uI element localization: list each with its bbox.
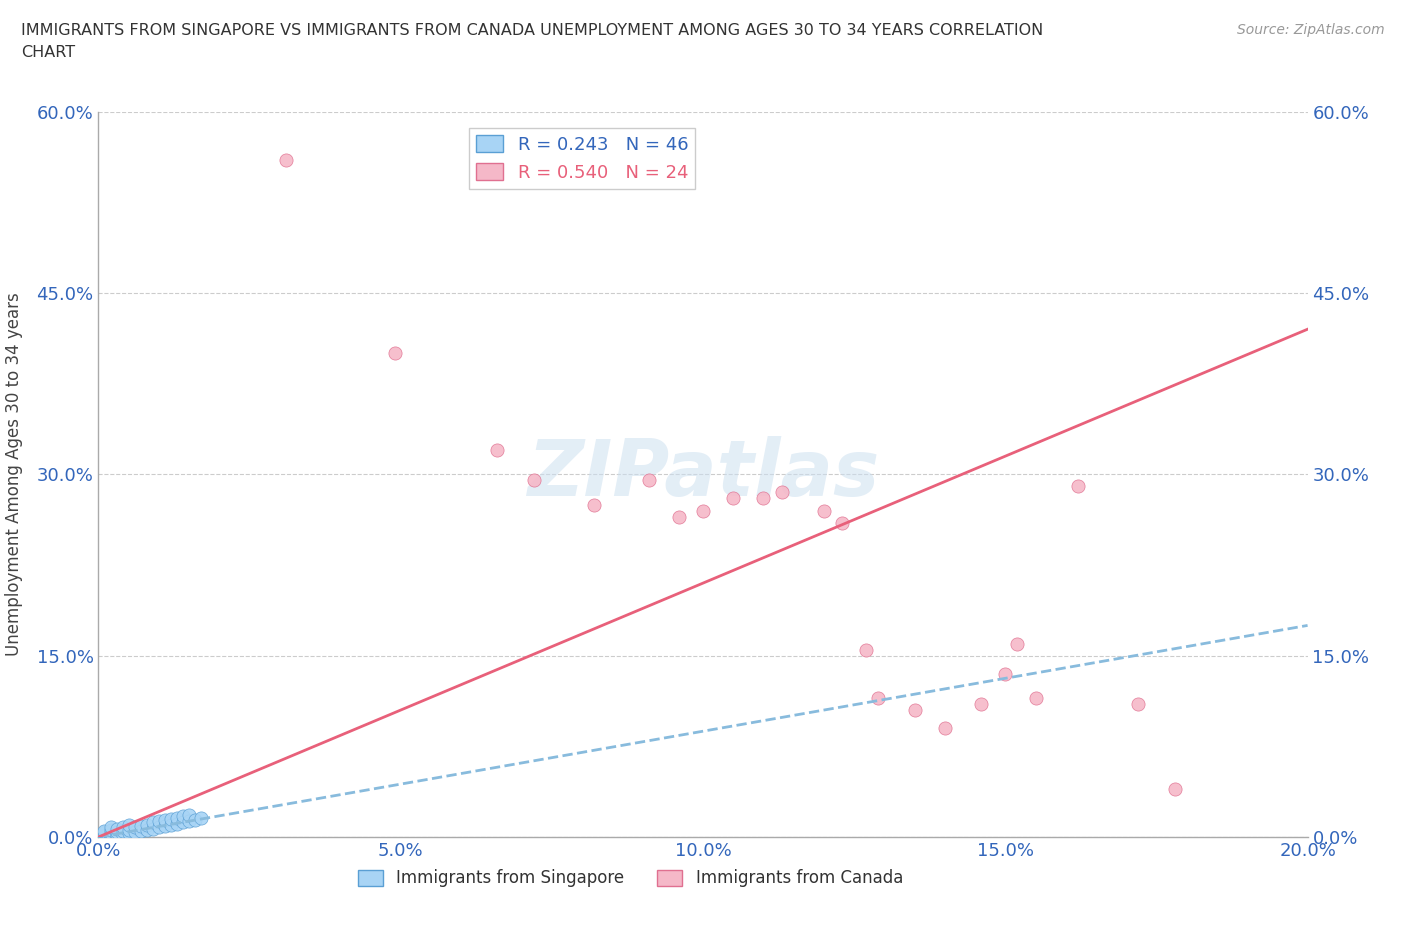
Point (129, 818, 152, 833)
Point (166, 817, 188, 831)
Point (87, 829, 110, 844)
Point (523, 473, 546, 488)
Point (868, 690, 890, 706)
Point (1024, 690, 1046, 706)
Point (100, 830, 122, 844)
Point (105, 829, 128, 844)
Point (148, 814, 170, 829)
Point (583, 497, 606, 512)
Point (93, 830, 115, 844)
Point (111, 827, 134, 842)
Text: IMMIGRANTS FROM SINGAPORE VS IMMIGRANTS FROM CANADA UNEMPLOYMENT AMONG AGES 30 T: IMMIGRANTS FROM SINGAPORE VS IMMIGRANTS … (21, 23, 1043, 60)
Point (994, 666, 1017, 681)
Point (124, 820, 146, 835)
Point (160, 811, 183, 827)
Point (904, 703, 927, 718)
Y-axis label: Unemployment Among Ages 30 to 34 years: Unemployment Among Ages 30 to 34 years (4, 292, 22, 657)
Point (384, 346, 406, 361)
Point (135, 817, 157, 832)
Point (118, 822, 141, 837)
Point (118, 817, 141, 832)
Legend: Immigrants from Singapore, Immigrants from Canada: Immigrants from Singapore, Immigrants fr… (352, 863, 910, 894)
Point (148, 820, 170, 835)
Point (153, 813, 176, 828)
Point (970, 697, 993, 711)
Point (100, 827, 122, 842)
Point (668, 510, 690, 525)
Point (160, 817, 183, 832)
Point (172, 815, 194, 830)
Point (142, 815, 165, 830)
Point (118, 826, 141, 841)
Point (100, 822, 122, 837)
Point (172, 809, 194, 824)
Text: Source: ZipAtlas.com: Source: ZipAtlas.com (1237, 23, 1385, 37)
Point (274, 153, 297, 167)
Point (111, 820, 134, 835)
Point (105, 827, 128, 842)
Point (93, 825, 115, 840)
Point (486, 443, 509, 458)
Point (1067, 479, 1090, 494)
Point (723, 491, 745, 506)
Point (813, 503, 835, 518)
Point (111, 824, 134, 839)
Point (190, 810, 212, 825)
Point (179, 808, 201, 823)
Point (153, 818, 176, 833)
Point (184, 813, 207, 828)
Point (934, 721, 956, 736)
Point (855, 642, 877, 657)
Point (100, 820, 122, 835)
Text: ZIPatlas: ZIPatlas (527, 436, 879, 512)
Point (1007, 636, 1029, 651)
Point (100, 826, 122, 841)
Point (142, 821, 165, 836)
Point (752, 491, 775, 506)
Point (179, 814, 201, 829)
Point (1163, 781, 1185, 796)
Point (831, 515, 853, 530)
Point (692, 503, 714, 518)
Point (87, 830, 110, 844)
Point (93, 824, 115, 839)
Point (1128, 697, 1150, 711)
Point (166, 810, 188, 825)
Point (93, 826, 115, 841)
Point (124, 825, 146, 840)
Point (770, 485, 793, 500)
Point (100, 829, 122, 844)
Point (129, 824, 152, 839)
Point (135, 822, 157, 837)
Point (93, 827, 115, 842)
Point (105, 825, 128, 840)
Point (637, 473, 659, 488)
Point (105, 821, 128, 836)
Point (93, 829, 115, 844)
